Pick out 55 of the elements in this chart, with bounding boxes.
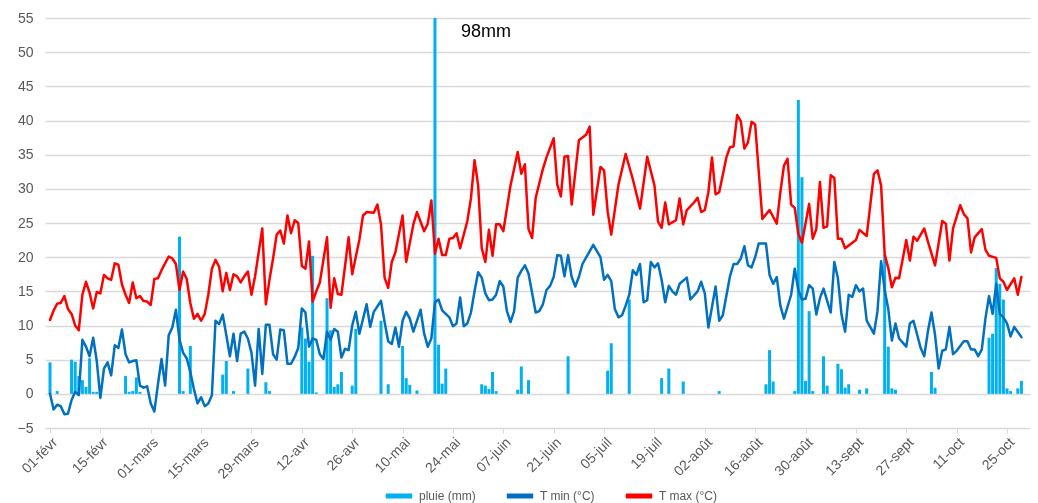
bar (893, 389, 897, 394)
bar (1019, 380, 1023, 394)
y-tick-label: 15 (17, 282, 34, 299)
annotation: 98mm (460, 21, 511, 41)
bar (325, 298, 329, 394)
bar (480, 384, 484, 394)
y-tick-label: 20 (17, 248, 34, 265)
bar (354, 328, 358, 394)
y-tick-label: 25 (17, 214, 34, 231)
bar (224, 361, 228, 394)
bar (768, 350, 772, 394)
bar (627, 299, 631, 394)
bar (796, 100, 800, 394)
y-tick-label: 10 (17, 317, 34, 333)
bar (527, 380, 531, 394)
y-tick-label: 0 (25, 385, 34, 402)
bar (865, 388, 869, 394)
bar (681, 381, 685, 394)
bar (401, 346, 405, 394)
bar (491, 371, 495, 394)
bar (300, 327, 304, 394)
bar (379, 320, 383, 394)
y-tick-label: −5 (17, 419, 34, 436)
legend-label: T max (°C) (659, 489, 717, 503)
y-tick-label: 35 (17, 146, 34, 163)
bar (444, 368, 448, 394)
y-tick-label: 50 (17, 43, 34, 60)
legend-label: T min (°C) (540, 489, 595, 503)
bar (1009, 391, 1013, 394)
bar (929, 371, 933, 394)
bar (246, 368, 250, 394)
y-tick-label: 45 (17, 77, 34, 94)
bar (609, 343, 613, 394)
bar (858, 389, 861, 394)
bar (987, 337, 991, 394)
bar (667, 368, 671, 394)
y-tick-label: 30 (17, 180, 34, 197)
bar (566, 356, 570, 394)
bar (415, 390, 419, 394)
bar (386, 384, 390, 394)
y-tick-label: 55 (17, 9, 34, 26)
y-tick-label: 5 (25, 351, 34, 368)
bar (822, 356, 826, 394)
bar (807, 311, 811, 394)
legend-label: pluie (mm) (419, 489, 476, 503)
bar (231, 391, 235, 394)
y-tick-label: 40 (17, 112, 34, 128)
bar (264, 382, 268, 394)
bar (339, 371, 343, 394)
bar (483, 385, 487, 394)
bar (717, 391, 721, 394)
bar (836, 363, 840, 394)
bar (847, 384, 851, 394)
bar (519, 366, 523, 394)
bar (660, 378, 664, 394)
